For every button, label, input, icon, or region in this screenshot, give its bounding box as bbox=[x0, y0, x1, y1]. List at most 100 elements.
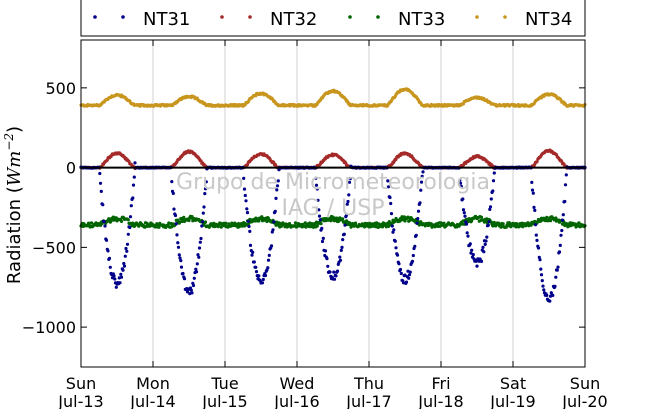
ylabel-exponent: −2 bbox=[2, 133, 16, 151]
point-nt31 bbox=[407, 273, 412, 277]
point-nt31 bbox=[541, 284, 545, 288]
point-nt31 bbox=[419, 188, 423, 192]
point-nt31 bbox=[261, 277, 265, 282]
point-nt31 bbox=[114, 285, 118, 289]
x-tick-date: Jul-19 bbox=[489, 392, 535, 409]
point-nt31 bbox=[189, 288, 193, 292]
point-nt31 bbox=[275, 188, 279, 192]
legend-marker bbox=[348, 15, 352, 19]
y-tick-label: −500 bbox=[32, 238, 76, 257]
point-nt31 bbox=[559, 233, 563, 237]
point-nt31 bbox=[122, 264, 127, 268]
point-nt31 bbox=[203, 187, 208, 191]
point-nt31 bbox=[112, 274, 116, 278]
point-nt31 bbox=[194, 270, 199, 274]
point-nt33 bbox=[442, 221, 446, 225]
point-nt31 bbox=[483, 242, 487, 246]
point-nt33 bbox=[545, 215, 549, 219]
point-nt31 bbox=[98, 171, 102, 176]
point-nt33 bbox=[554, 216, 558, 220]
point-nt33 bbox=[295, 225, 299, 229]
point-nt31 bbox=[345, 202, 349, 206]
point-nt31 bbox=[482, 250, 486, 254]
point-nt31 bbox=[462, 211, 466, 215]
x-tick-date: Jul-16 bbox=[273, 392, 319, 409]
point-nt31 bbox=[557, 250, 562, 254]
point-nt31 bbox=[388, 195, 392, 200]
point-nt31 bbox=[248, 243, 253, 247]
point-nt31 bbox=[342, 232, 346, 236]
point-nt31 bbox=[341, 238, 345, 242]
point-nt31 bbox=[393, 239, 397, 243]
point-nt31 bbox=[251, 250, 255, 254]
point-nt31 bbox=[534, 233, 538, 237]
ylabel-close: ) bbox=[4, 126, 25, 133]
point-nt31 bbox=[475, 264, 479, 268]
x-tick-day: Sat bbox=[500, 374, 526, 393]
point-nt31 bbox=[418, 201, 422, 205]
point-nt33 bbox=[157, 225, 161, 229]
point-nt31 bbox=[558, 243, 562, 247]
point-nt31 bbox=[394, 246, 398, 250]
point-nt33 bbox=[479, 215, 484, 219]
point-nt31 bbox=[553, 284, 557, 288]
point-nt31 bbox=[464, 222, 469, 226]
point-nt31 bbox=[250, 253, 254, 257]
point-nt31 bbox=[386, 185, 391, 189]
point-nt31 bbox=[245, 207, 249, 211]
point-nt31 bbox=[538, 258, 542, 262]
point-nt31 bbox=[132, 175, 136, 179]
point-nt31 bbox=[338, 255, 342, 259]
point-nt31 bbox=[343, 223, 347, 227]
point-nt31 bbox=[489, 197, 493, 201]
point-nt31 bbox=[171, 191, 175, 195]
point-nt31 bbox=[347, 180, 352, 184]
point-nt31 bbox=[131, 183, 136, 187]
point-nt31 bbox=[204, 180, 208, 184]
point-nt31 bbox=[267, 253, 271, 257]
point-nt31 bbox=[246, 219, 250, 223]
legend-label-nt33: NT33 bbox=[398, 9, 445, 30]
point-nt31 bbox=[131, 196, 135, 200]
point-nt31 bbox=[245, 211, 250, 215]
point-nt31 bbox=[466, 234, 470, 238]
point-nt33 bbox=[237, 225, 241, 229]
point-nt31 bbox=[419, 180, 424, 184]
point-nt31 bbox=[488, 205, 493, 209]
point-nt31 bbox=[392, 228, 396, 232]
point-nt31 bbox=[413, 244, 417, 248]
point-nt31 bbox=[491, 179, 496, 183]
point-nt31 bbox=[198, 240, 202, 244]
point-nt31 bbox=[560, 218, 565, 222]
point-nt31 bbox=[404, 280, 409, 284]
point-nt31 bbox=[107, 256, 112, 260]
point-nt31 bbox=[408, 270, 412, 274]
point-nt31 bbox=[479, 259, 484, 263]
point-nt31 bbox=[461, 197, 465, 201]
point-nt31 bbox=[182, 277, 187, 281]
point-nt31 bbox=[555, 268, 559, 272]
point-nt31 bbox=[269, 244, 274, 248]
point-nt33 bbox=[203, 220, 208, 224]
legend-marker bbox=[503, 15, 507, 19]
series-nt34 bbox=[79, 87, 587, 108]
point-nt31 bbox=[122, 261, 126, 266]
point-nt31 bbox=[321, 236, 325, 240]
point-nt31 bbox=[531, 191, 535, 195]
point-nt31 bbox=[421, 170, 425, 174]
point-nt33 bbox=[119, 219, 124, 223]
point-nt31 bbox=[389, 201, 393, 206]
point-nt31 bbox=[487, 220, 491, 224]
point-nt33 bbox=[253, 219, 257, 223]
point-nt31 bbox=[190, 291, 194, 295]
point-nt31 bbox=[320, 239, 325, 244]
point-nt31 bbox=[314, 176, 318, 180]
point-nt31 bbox=[395, 253, 400, 257]
point-nt31 bbox=[317, 208, 321, 212]
point-nt31 bbox=[257, 274, 261, 278]
point-nt33 bbox=[501, 222, 505, 226]
x-tick-day: Mon bbox=[136, 374, 170, 393]
watermark: Grupo de Micrometeorologia IAG / USP bbox=[176, 170, 490, 221]
point-nt31 bbox=[535, 238, 539, 242]
